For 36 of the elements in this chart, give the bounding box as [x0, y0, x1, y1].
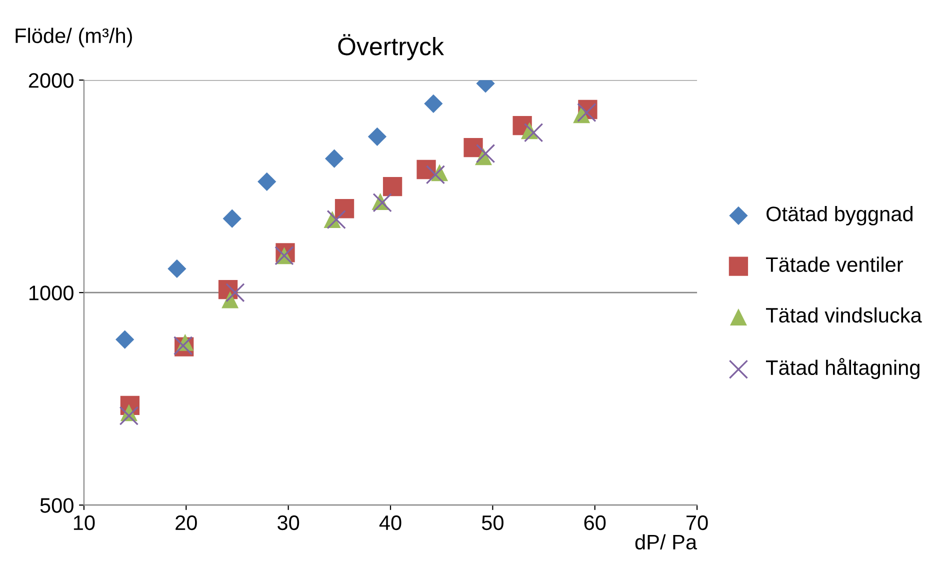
x-tick-label: 30 [278, 515, 300, 530]
x-tick-label: 40 [379, 515, 402, 530]
chart-title: Övertryck [338, 34, 444, 60]
y-tick-label: 1000 [29, 286, 74, 300]
x-tick-label: 10 [74, 515, 95, 530]
point [424, 94, 443, 113]
y-tick-label: 2000 [28, 73, 74, 88]
point [222, 209, 242, 228]
point [116, 330, 134, 349]
point [464, 138, 483, 158]
point [368, 127, 387, 146]
point [326, 210, 346, 230]
point [258, 172, 276, 191]
point [168, 259, 186, 278]
point [426, 165, 446, 184]
point [524, 123, 544, 142]
x-tick-label: 20 [176, 515, 197, 530]
point [577, 102, 596, 122]
x-axis-title: dP/ Pa [635, 534, 698, 550]
x-tick-label: 70 [686, 515, 708, 530]
point [476, 144, 496, 164]
legend-label: Tätad håltagning [766, 358, 920, 380]
legend-label: Tätad vindslucka [766, 307, 922, 323]
x-tick-label: 60 [584, 515, 606, 530]
point [372, 193, 392, 212]
x-tick-label: 50 [482, 515, 504, 530]
point [382, 177, 402, 196]
legend-label: Tätade ventiler [766, 256, 904, 272]
point [334, 199, 354, 218]
y-tick-label: 500 [40, 498, 74, 513]
y-axis-title: Flöde/ (m³/h) [16, 28, 132, 48]
point [119, 406, 139, 426]
point [226, 282, 245, 302]
point [416, 160, 436, 180]
legend-label: Otätad byggnad [766, 206, 912, 226]
point [324, 149, 344, 168]
